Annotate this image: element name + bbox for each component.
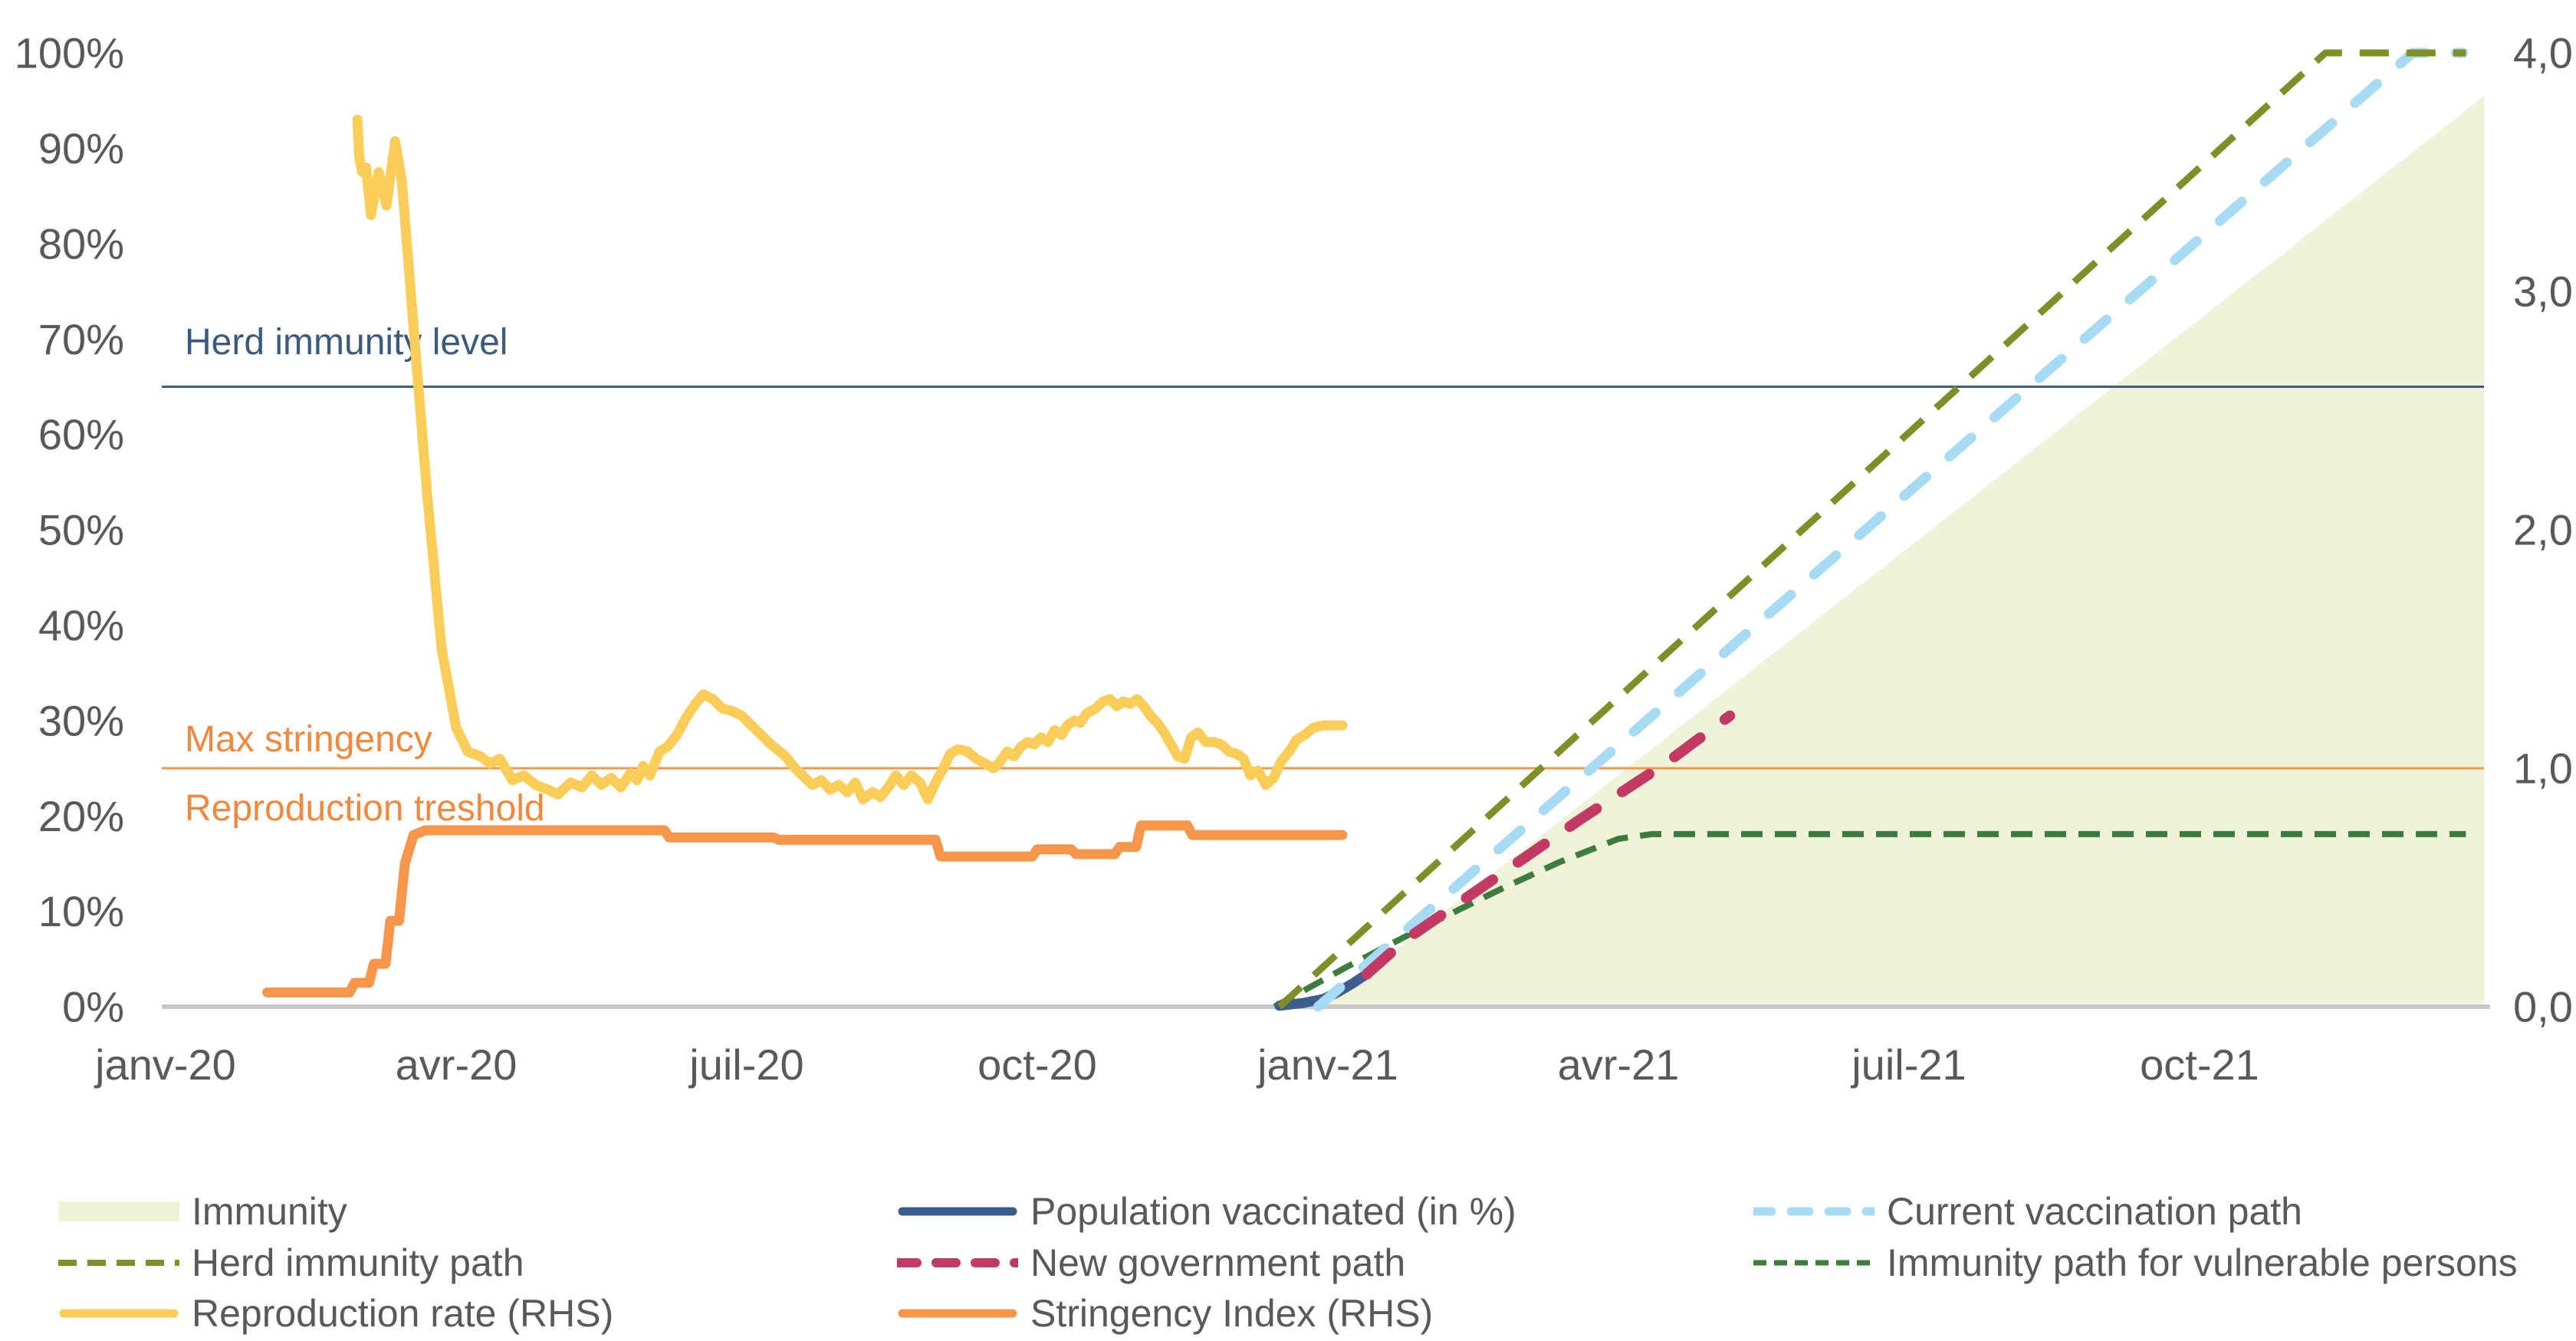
series-line-herd_path <box>1276 49 2466 1010</box>
series-area-immunity <box>1322 95 2485 1007</box>
y-left-tick-label: 90% <box>38 124 124 173</box>
y-left-tick-label: 100% <box>15 29 124 77</box>
x-tick-label: janv-21 <box>1256 1040 1398 1089</box>
y-right-tick-label: 3,0 <box>2513 268 2573 316</box>
y-right-tick-label: 4,0 <box>2513 29 2573 77</box>
y-left-tick-label: 30% <box>38 696 124 744</box>
y-left-tick-label: 80% <box>38 219 124 268</box>
x-tick-label: avr-20 <box>396 1040 518 1089</box>
series-line-stringency <box>262 820 1348 998</box>
x-tick-label: oct-21 <box>2140 1040 2259 1089</box>
y-left-tick-label: 40% <box>38 601 124 649</box>
y-left-tick-label: 70% <box>38 315 124 363</box>
y-left-tick-label: 50% <box>38 506 124 554</box>
series-line-reproduction <box>352 114 1348 804</box>
y-right-tick-label: 0,0 <box>2513 983 2573 1031</box>
y-left-tick-label: 60% <box>38 410 124 459</box>
y-right-tick-label: 2,0 <box>2513 506 2573 554</box>
series-line-gov_path <box>1361 710 1736 980</box>
y-right-tick-label: 1,0 <box>2513 744 2573 793</box>
y-left-tick-label: 0% <box>62 983 124 1031</box>
x-tick-label: juil-21 <box>1850 1040 1966 1089</box>
x-tick-label: juil-20 <box>688 1040 803 1089</box>
x-tick-label: oct-20 <box>978 1040 1097 1089</box>
y-left-tick-label: 10% <box>38 887 124 935</box>
annotation-herd-level-label: Herd immunity level <box>185 322 508 363</box>
x-tick-label: janv-20 <box>94 1040 236 1089</box>
series-line-vulnerable_path <box>1273 830 2466 1010</box>
y-left-tick-label: 20% <box>38 792 124 840</box>
x-tick-label: avr-21 <box>1558 1040 1680 1089</box>
annotation-reproduction-threshold-label: Reproduction treshold <box>185 788 545 829</box>
annotation-max-stringency-label: Max stringency <box>185 719 432 760</box>
